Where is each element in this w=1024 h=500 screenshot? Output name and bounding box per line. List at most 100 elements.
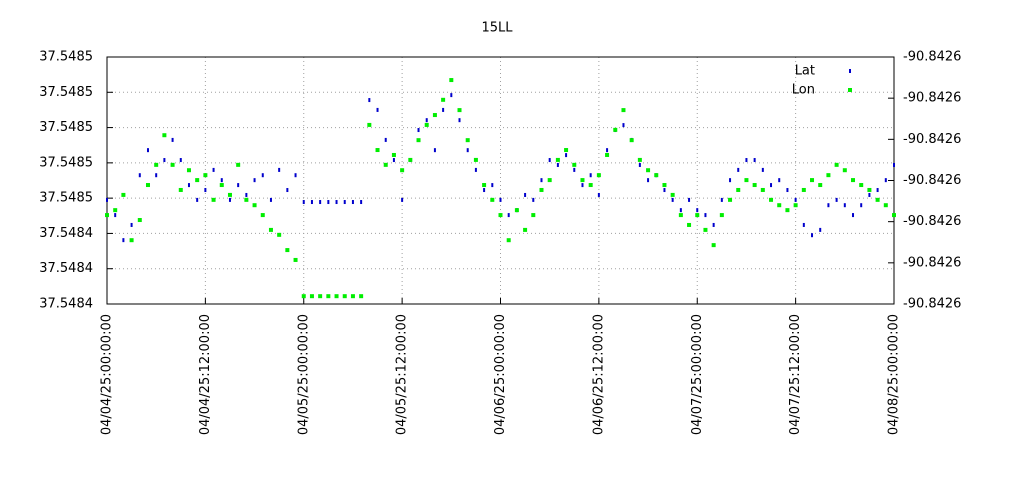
y-tick-label: 37.5485 <box>39 191 93 206</box>
legend-marker <box>849 69 851 73</box>
point <box>589 173 592 178</box>
point <box>761 167 764 172</box>
point <box>367 122 372 127</box>
x-tick-label: 04/04/25:12:00:00 <box>198 314 213 435</box>
point <box>491 183 494 188</box>
point <box>145 183 150 188</box>
point <box>883 203 888 208</box>
point <box>532 197 535 202</box>
point <box>893 162 895 167</box>
point <box>498 213 503 218</box>
y-tick-label: 37.5485 <box>39 50 93 65</box>
y2-tick-label: -90.8426 <box>903 214 961 229</box>
point <box>507 213 510 218</box>
point <box>343 200 346 205</box>
point <box>752 183 757 188</box>
y2-tick-label: -90.8426 <box>903 91 961 106</box>
y-tick-label: 37.5484 <box>39 297 93 312</box>
point <box>253 178 256 183</box>
x-tick-label: 04/06/25:00:00:00 <box>493 314 508 435</box>
point <box>777 203 782 208</box>
point <box>360 200 363 205</box>
point <box>688 197 691 202</box>
point <box>671 197 674 202</box>
point <box>268 227 273 232</box>
point <box>309 294 314 299</box>
point <box>195 178 200 183</box>
plot-border <box>106 56 895 305</box>
point <box>712 222 715 227</box>
point <box>105 213 109 218</box>
point <box>342 294 347 299</box>
point <box>753 158 756 163</box>
point <box>573 167 576 172</box>
point <box>711 243 716 248</box>
point <box>137 218 142 223</box>
y-tick-label: 37.5485 <box>39 155 93 170</box>
point <box>401 197 404 202</box>
point <box>564 148 569 153</box>
point <box>852 213 855 218</box>
point <box>548 158 551 163</box>
point <box>302 200 305 205</box>
point <box>236 162 241 167</box>
point <box>473 157 478 162</box>
point <box>178 187 183 192</box>
point <box>801 187 806 192</box>
point <box>596 173 601 178</box>
point <box>277 232 282 237</box>
point <box>294 173 297 178</box>
point <box>704 213 707 218</box>
point <box>187 183 190 188</box>
point <box>663 188 666 193</box>
legend-label: Lat <box>795 64 815 79</box>
point <box>737 167 740 172</box>
point <box>359 294 364 299</box>
point <box>637 157 642 162</box>
point <box>811 233 814 238</box>
point <box>794 197 797 202</box>
x-tick-label: 04/05/25:00:00:00 <box>296 314 311 435</box>
point <box>326 294 331 299</box>
x-tick-label: 04/04/25:00:00:00 <box>100 314 115 435</box>
point <box>392 158 395 163</box>
point <box>744 178 749 183</box>
point <box>179 158 182 163</box>
point <box>335 200 338 205</box>
point <box>565 153 568 158</box>
point <box>334 294 339 299</box>
point <box>793 203 798 208</box>
point <box>769 197 774 202</box>
point <box>351 200 354 205</box>
point <box>581 183 584 188</box>
point <box>597 192 600 197</box>
y-tick-label: 37.5484 <box>39 261 93 276</box>
point <box>391 152 396 157</box>
point <box>244 197 249 202</box>
y-tick-label: 37.5485 <box>39 85 93 100</box>
point <box>867 187 872 192</box>
point <box>106 197 108 202</box>
point <box>310 200 313 205</box>
point <box>163 158 166 163</box>
point <box>483 188 486 193</box>
point <box>408 157 413 162</box>
point <box>892 213 896 218</box>
point <box>884 178 887 183</box>
point <box>556 162 559 167</box>
point <box>621 108 626 113</box>
point <box>703 227 708 232</box>
y2-tick-label: -90.8426 <box>903 297 961 312</box>
point <box>613 127 618 132</box>
point <box>629 138 634 143</box>
point <box>196 197 199 202</box>
point <box>441 97 446 102</box>
point <box>286 188 289 193</box>
point <box>154 162 159 167</box>
point <box>450 93 453 98</box>
point <box>122 238 125 243</box>
point <box>876 188 879 193</box>
point <box>654 173 659 178</box>
point <box>851 178 856 183</box>
point <box>695 213 700 218</box>
